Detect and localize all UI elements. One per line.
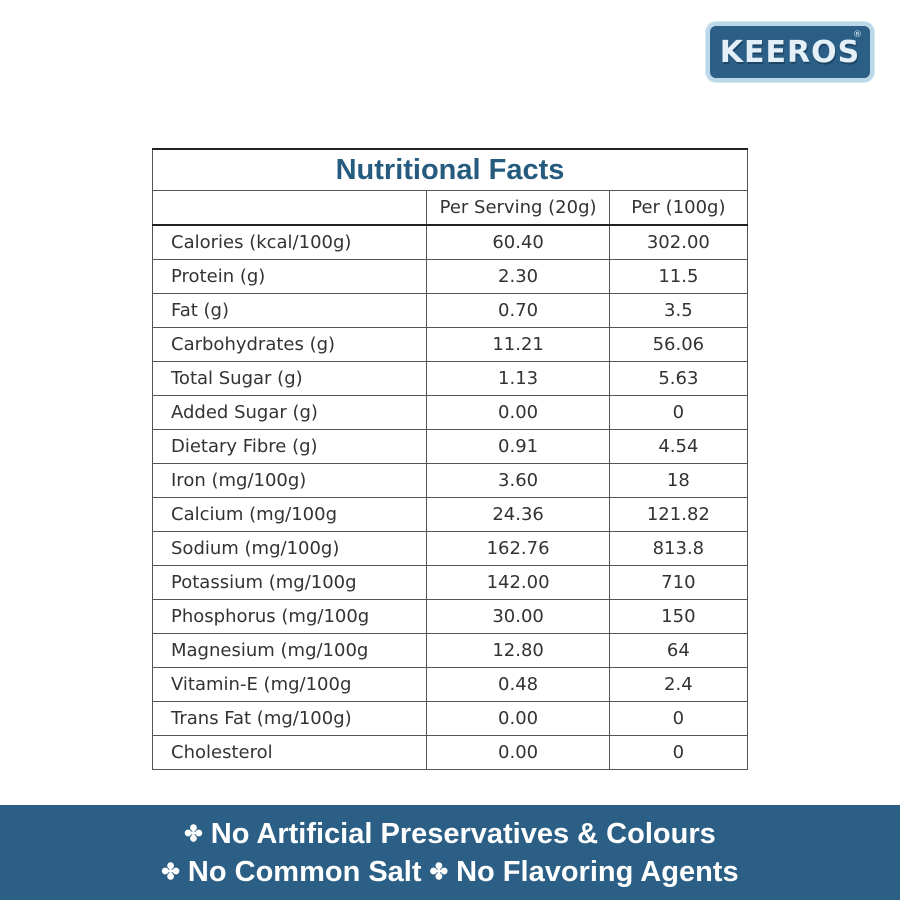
- table-row: Vitamin-E (mg/100g 0.48 2.4: [151, 667, 749, 702]
- per-100g-value: 64: [608, 633, 749, 668]
- per-serving-value: 0.00: [426, 701, 610, 736]
- per-100g-value: 2.4: [608, 667, 749, 702]
- per-serving-value: 0.70: [426, 293, 610, 328]
- per-serving-value: 0.91: [426, 429, 610, 464]
- per-100g-value: 302.00: [608, 224, 749, 260]
- header-nutrient: [151, 190, 428, 226]
- nutrient-name: Vitamin-E (mg/100g: [151, 667, 428, 702]
- table-row: Added Sugar (g) 0.00 0: [151, 395, 749, 430]
- per-serving-value: 142.00: [426, 565, 610, 600]
- nutrient-name: Fat (g): [151, 293, 428, 328]
- per-serving-value: 24.36: [426, 497, 610, 532]
- claims-line-2: ✤ No Common Salt ✤ No Flavoring Agents: [0, 853, 900, 891]
- registered-mark: ®: [853, 30, 862, 40]
- table-title: Nutritional Facts: [152, 148, 748, 191]
- nutrient-name: Carbohydrates (g): [151, 327, 428, 362]
- table-row: Dietary Fibre (g) 0.91 4.54: [151, 429, 749, 464]
- per-serving-value: 30.00: [426, 599, 610, 634]
- nutrient-name: Calories (kcal/100g): [151, 224, 428, 260]
- nutrient-name: Magnesium (mg/100g: [151, 633, 428, 668]
- nutrient-name: Dietary Fibre (g): [151, 429, 428, 464]
- per-serving-value: 12.80: [426, 633, 610, 668]
- per-100g-value: 0: [608, 701, 749, 736]
- per-100g-value: 5.63: [608, 361, 749, 396]
- per-serving-value: 0.48: [426, 667, 610, 702]
- nutrient-name: Protein (g): [151, 259, 428, 294]
- claims-line-1: ✤ No Artificial Preservatives & Colours: [0, 815, 900, 853]
- clover-bullet-icon: ✤: [161, 859, 180, 884]
- table-row: Total Sugar (g) 1.13 5.63: [151, 361, 749, 396]
- per-100g-value: 813.8: [608, 531, 749, 566]
- clover-bullet-icon: ✤: [184, 821, 203, 846]
- header-per-serving: Per Serving (20g): [426, 190, 610, 226]
- header-per-100g: Per (100g): [608, 190, 749, 226]
- brand-name: KEEROS: [719, 34, 861, 70]
- claim-no-flavoring: No Flavoring Agents: [456, 856, 739, 888]
- nutrient-name: Sodium (mg/100g): [151, 531, 428, 566]
- per-serving-value: 0.00: [426, 735, 610, 770]
- table-row: Iron (mg/100g) 3.60 18: [151, 463, 749, 498]
- brand-logo: KEEROS ®: [706, 22, 874, 82]
- nutrient-name: Potassium (mg/100g: [151, 565, 428, 600]
- per-100g-value: 11.5: [608, 259, 749, 294]
- per-100g-value: 3.5: [608, 293, 749, 328]
- per-100g-value: 18: [608, 463, 749, 498]
- table-row: Magnesium (mg/100g 12.80 64: [151, 633, 749, 668]
- per-serving-value: 11.21: [426, 327, 610, 362]
- claim-no-salt: No Common Salt: [187, 856, 422, 888]
- table-row: Fat (g) 0.70 3.5: [151, 293, 749, 328]
- nutrient-name: Iron (mg/100g): [151, 463, 428, 498]
- table-title-row: Nutritional Facts: [152, 148, 748, 191]
- nutrient-name: Trans Fat (mg/100g): [151, 701, 428, 736]
- nutrition-facts-table: Nutritional Facts Per Serving (20g) Per …: [151, 148, 749, 770]
- per-100g-value: 710: [608, 565, 749, 600]
- per-100g-value: 0: [608, 735, 749, 770]
- nutrient-name: Total Sugar (g): [151, 361, 428, 396]
- nutrient-name: Added Sugar (g): [151, 395, 428, 430]
- claims-banner: ✤ No Artificial Preservatives & Colours …: [0, 805, 900, 900]
- per-100g-value: 56.06: [608, 327, 749, 362]
- table-row: Trans Fat (mg/100g) 0.00 0: [151, 701, 749, 736]
- per-serving-value: 0.00: [426, 395, 610, 430]
- per-serving-value: 3.60: [426, 463, 610, 498]
- nutrient-name: Calcium (mg/100g: [151, 497, 428, 532]
- nutrient-name: Cholesterol: [151, 735, 428, 770]
- table-row: Phosphorus (mg/100g 30.00 150: [151, 599, 749, 634]
- per-100g-value: 150: [608, 599, 749, 634]
- table-row: Sodium (mg/100g) 162.76 813.8: [151, 531, 749, 566]
- table-row: Cholesterol 0.00 0: [151, 735, 749, 770]
- table-row: Potassium (mg/100g 142.00 710: [151, 565, 749, 600]
- per-serving-value: 1.13: [426, 361, 610, 396]
- per-serving-value: 2.30: [426, 259, 610, 294]
- per-serving-value: 60.40: [426, 224, 610, 260]
- clover-bullet-icon: ✤: [429, 859, 449, 884]
- nutrient-name: Phosphorus (mg/100g: [151, 599, 428, 634]
- claim-no-preservatives: No Artificial Preservatives & Colours: [210, 818, 716, 850]
- per-serving-value: 162.76: [426, 531, 610, 566]
- table-row: Protein (g) 2.30 11.5: [151, 259, 749, 294]
- per-100g-value: 0: [608, 395, 749, 430]
- per-100g-value: 4.54: [608, 429, 749, 464]
- per-100g-value: 121.82: [608, 497, 749, 532]
- table-row: Carbohydrates (g) 11.21 56.06: [151, 327, 749, 362]
- table-row: Calcium (mg/100g 24.36 121.82: [151, 497, 749, 532]
- table-row: Calories (kcal/100g) 60.40 302.00: [151, 224, 749, 260]
- table-header-row: Per Serving (20g) Per (100g): [151, 190, 749, 226]
